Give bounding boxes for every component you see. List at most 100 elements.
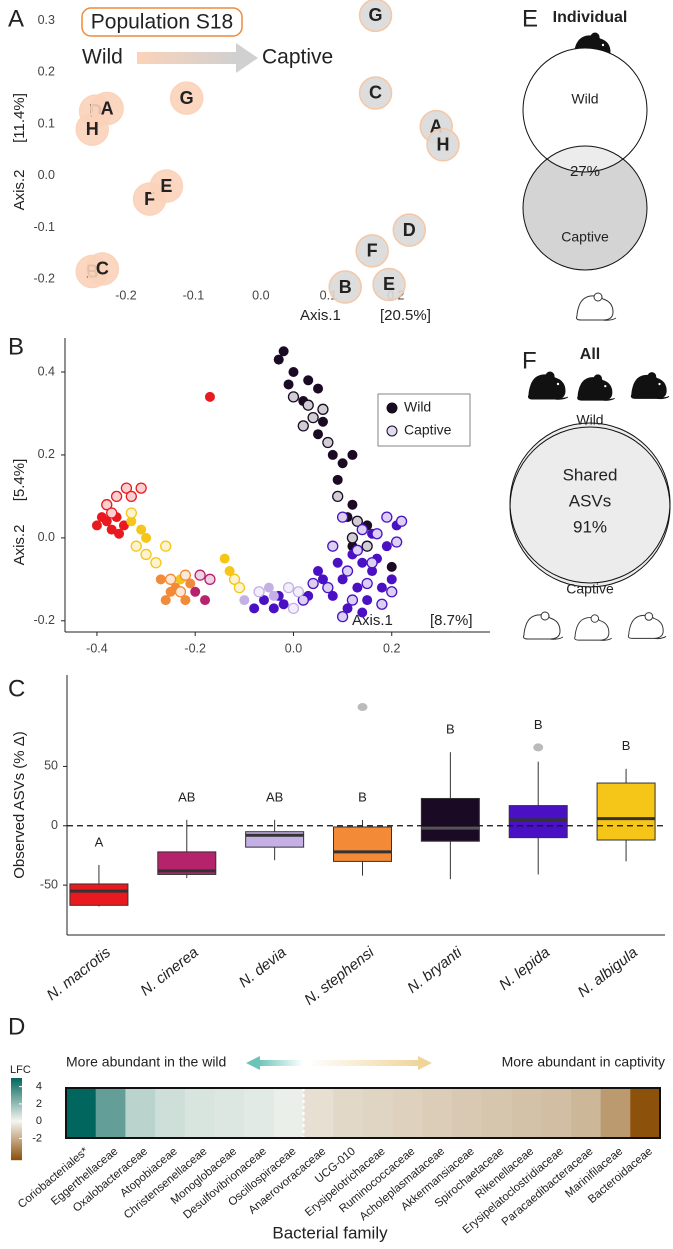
colorbar-label: LFC <box>10 1064 31 1076</box>
point-label: E <box>160 176 172 196</box>
heat-cell <box>570 1088 602 1138</box>
point <box>376 598 388 610</box>
y-tick-label: 0.0 <box>38 168 55 182</box>
heat-cell <box>273 1088 305 1138</box>
heat-cell <box>303 1088 334 1138</box>
x-axis-label: Axis.1 <box>300 307 341 324</box>
y-tick-label: 0 <box>51 818 58 832</box>
colorbar-step <box>11 1105 22 1107</box>
venn-set-label: Captive <box>561 229 609 245</box>
point <box>268 590 279 601</box>
point <box>386 574 397 585</box>
colorbar-step <box>11 1159 22 1161</box>
point <box>190 586 201 597</box>
heat-cell <box>333 1088 364 1138</box>
colorbar-tick-label: 2 <box>36 1098 42 1110</box>
colorbar-step <box>11 1119 22 1121</box>
point <box>149 169 184 203</box>
point <box>426 127 460 162</box>
point <box>337 574 348 585</box>
point-label: B <box>339 277 352 297</box>
colorbar-step <box>11 1154 22 1156</box>
venn-overlap-text: ASVs <box>569 491 612 510</box>
point <box>313 429 324 440</box>
box <box>333 826 392 862</box>
colorbar-step <box>11 1093 22 1095</box>
colorbar-step <box>11 1120 22 1122</box>
point <box>395 515 408 527</box>
venn-outline <box>522 145 648 271</box>
x-tick-label: 0.0 <box>285 641 302 655</box>
colorbar-step <box>11 1108 22 1110</box>
mouse-captive <box>574 614 613 641</box>
point <box>313 383 324 394</box>
point <box>249 603 260 614</box>
point <box>258 595 269 606</box>
point <box>358 0 393 33</box>
point <box>200 595 211 606</box>
colorbar-step <box>11 1135 22 1137</box>
colorbar-step <box>11 1106 22 1108</box>
point <box>292 586 305 598</box>
point <box>160 595 171 606</box>
point <box>169 81 204 115</box>
point <box>278 599 289 610</box>
point <box>357 557 368 568</box>
venn-set-label: Wild <box>576 412 603 428</box>
colorbar-step <box>11 1123 22 1125</box>
x-tick-label: -0.2 <box>115 288 137 302</box>
legend-label: Captive <box>262 46 333 69</box>
venn-title: Individual <box>553 9 628 26</box>
point <box>91 520 102 531</box>
colorbar-step <box>11 1140 22 1142</box>
mouse-wild <box>577 374 616 401</box>
colorbar-step <box>11 1122 22 1124</box>
colorbar-step <box>11 1151 22 1153</box>
point <box>278 346 289 357</box>
venn-overlap <box>510 426 670 583</box>
point-label: C <box>369 83 382 103</box>
point <box>327 540 339 552</box>
colorbar-step <box>11 1097 22 1099</box>
x-axis-percent: [8.7%] <box>430 612 473 629</box>
colorbar-step <box>11 1150 22 1152</box>
x-tick-label: -0.2 <box>184 641 206 655</box>
colorbar-step <box>11 1118 22 1120</box>
venn-set <box>523 146 647 270</box>
colorbar-step <box>11 1104 22 1106</box>
point-label: H <box>437 134 450 154</box>
significance-letter: B <box>534 717 543 732</box>
point <box>204 573 216 585</box>
colorbar-step <box>11 1124 22 1126</box>
legend-marker <box>386 425 398 437</box>
panel-letter: B <box>8 333 24 360</box>
x-tick-label: -0.4 <box>86 641 108 655</box>
colorbar-step <box>11 1132 22 1134</box>
point <box>371 528 383 540</box>
panel-letter: F <box>522 347 537 374</box>
y-axis-label: Axis.2 <box>11 525 28 566</box>
colorbar-step <box>11 1086 22 1088</box>
point <box>342 603 353 614</box>
point <box>297 594 309 606</box>
point <box>106 507 118 519</box>
left-arrow <box>258 1060 303 1066</box>
colorbar-step <box>11 1116 22 1118</box>
legend-arrowhead <box>236 43 258 73</box>
colorbar-step <box>11 1129 22 1131</box>
left-note: More abundant in the wild <box>66 1054 226 1070</box>
panel-letter: C <box>8 675 25 702</box>
point <box>381 511 393 523</box>
panel-letter: E <box>522 5 538 32</box>
point <box>179 569 192 581</box>
point <box>302 399 314 411</box>
point <box>125 490 137 503</box>
heat-cell <box>600 1088 631 1138</box>
heat-cell <box>214 1088 245 1138</box>
point <box>185 578 196 589</box>
venn-outline <box>522 47 648 173</box>
colorbar-step <box>11 1128 22 1130</box>
heat-cell <box>452 1088 483 1138</box>
colorbar-step <box>11 1134 22 1136</box>
colorbar-step <box>11 1139 22 1141</box>
